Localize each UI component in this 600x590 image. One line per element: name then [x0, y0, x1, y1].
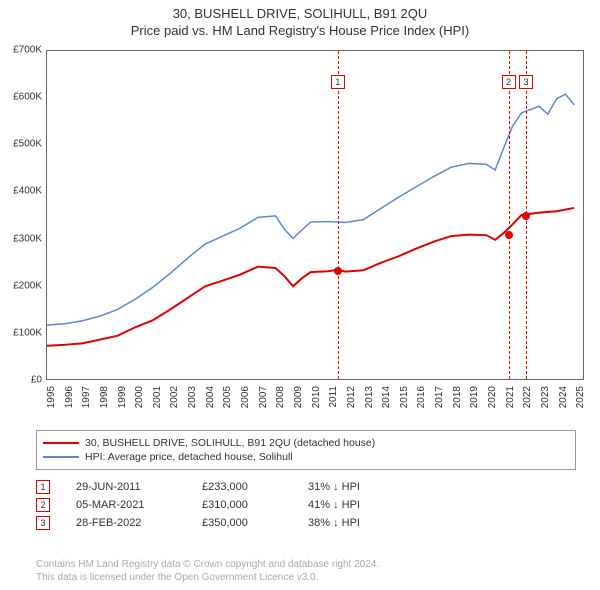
chart-title: 30, BUSHELL DRIVE, SOLIHULL, B91 2QU: [0, 6, 600, 21]
x-tick-label: 2006: [240, 386, 251, 408]
x-tick-label: 2009: [293, 386, 304, 408]
sale-marker-box-2: 2: [502, 75, 516, 89]
sale-row-marker: 2: [36, 498, 50, 512]
x-tick-label: 1995: [46, 386, 57, 408]
sale-vline-2: [509, 51, 510, 379]
legend-swatch: [43, 442, 79, 444]
sale-row-marker: 3: [36, 516, 50, 530]
legend-row: 30, BUSHELL DRIVE, SOLIHULL, B91 2QU (de…: [43, 437, 569, 449]
x-tick-label: 2000: [134, 386, 145, 408]
sale-dot-3: [522, 212, 530, 220]
y-tick-label: £300K: [13, 233, 42, 244]
x-tick-label: 2001: [152, 386, 163, 408]
y-tick-label: £700K: [13, 45, 42, 56]
y-tick-label: £500K: [13, 139, 42, 150]
y-axis: £0£100K£200K£300K£400K£500K£600K£700K: [0, 50, 46, 380]
x-tick-label: 2008: [275, 386, 286, 408]
sale-date: 28-FEB-2022: [76, 517, 176, 529]
sale-date: 29-JUN-2011: [76, 481, 176, 493]
sale-row: 2 05-MAR-2021 £310,000 41% ↓ HPI: [36, 498, 576, 512]
x-tick-label: 2020: [487, 386, 498, 408]
x-tick-label: 1999: [117, 386, 128, 408]
sale-price: £310,000: [202, 499, 282, 511]
y-tick-label: £200K: [13, 280, 42, 291]
legend-label: 30, BUSHELL DRIVE, SOLIHULL, B91 2QU (de…: [85, 437, 375, 449]
plot-area: 1 23: [46, 50, 584, 380]
sale-row: 3 28-FEB-2022 £350,000 38% ↓ HPI: [36, 516, 576, 530]
x-tick-label: 2017: [434, 386, 445, 408]
y-tick-label: £100K: [13, 327, 42, 338]
sale-price: £350,000: [202, 517, 282, 529]
x-tick-label: 1997: [81, 386, 92, 408]
sale-marker-box-1: 1: [331, 75, 345, 89]
sales-table: 1 29-JUN-2011 £233,000 31% ↓ HPI 2 05-MAR-202…: [36, 476, 576, 534]
x-tick-label: 2010: [311, 386, 322, 408]
sale-date: 05-MAR-2021: [76, 499, 176, 511]
y-tick-label: £400K: [13, 186, 42, 197]
sale-vline-1: [338, 51, 339, 379]
x-tick-label: 2023: [540, 386, 551, 408]
x-tick-label: 2019: [469, 386, 480, 408]
chart-svg: [47, 51, 583, 379]
series-line-hpi: [47, 94, 574, 325]
series-legend: 30, BUSHELL DRIVE, SOLIHULL, B91 2QU (de…: [36, 430, 576, 470]
x-tick-label: 2024: [558, 386, 569, 408]
x-tick-label: 1998: [99, 386, 110, 408]
x-tick-label: 1996: [64, 386, 75, 408]
sale-dot-1: [334, 267, 342, 275]
x-tick-label: 2012: [346, 386, 357, 408]
footer-line-2: This data is licensed under the Open Gov…: [36, 571, 576, 584]
legend-row: HPI: Average price, detached house, Soli…: [43, 451, 569, 463]
chart-subtitle: Price paid vs. HM Land Registry's House …: [0, 23, 600, 38]
x-tick-label: 2004: [205, 386, 216, 408]
x-tick-label: 2015: [399, 386, 410, 408]
sale-diff: 31% ↓ HPI: [308, 481, 408, 493]
x-tick-label: 2002: [169, 386, 180, 408]
legend-label: HPI: Average price, detached house, Soli…: [85, 451, 293, 463]
x-tick-label: 2005: [222, 386, 233, 408]
sale-row: 1 29-JUN-2011 £233,000 31% ↓ HPI: [36, 480, 576, 494]
title-block: 30, BUSHELL DRIVE, SOLIHULL, B91 2QU Pri…: [0, 0, 600, 38]
x-tick-label: 2011: [328, 386, 339, 408]
sale-row-marker: 1: [36, 480, 50, 494]
x-tick-label: 2014: [381, 386, 392, 408]
y-tick-label: £600K: [13, 92, 42, 103]
series-line-price_paid: [47, 208, 574, 346]
x-tick-label: 2013: [364, 386, 375, 408]
attribution-footer: Contains HM Land Registry data © Crown c…: [36, 558, 576, 584]
x-tick-label: 2021: [505, 386, 516, 408]
sale-diff: 38% ↓ HPI: [308, 517, 408, 529]
x-axis: 1995 1996 1997 1998 1999 2000 2001 2002 2003 2004…: [46, 380, 584, 430]
sale-diff: 41% ↓ HPI: [308, 499, 408, 511]
sale-marker-box-3: 3: [519, 75, 533, 89]
sale-price: £233,000: [202, 481, 282, 493]
chart-container: 30, BUSHELL DRIVE, SOLIHULL, B91 2QU Pri…: [0, 0, 600, 590]
x-tick-label: 2003: [187, 386, 198, 408]
x-tick-label: 2016: [416, 386, 427, 408]
legend-swatch: [43, 456, 79, 458]
y-tick-label: £0: [31, 375, 42, 386]
x-tick-label: 2025: [575, 386, 586, 408]
x-tick-label: 2022: [522, 386, 533, 408]
footer-line-1: Contains HM Land Registry data © Crown c…: [36, 558, 576, 571]
x-tick-label: 2007: [258, 386, 269, 408]
x-tick-label: 2018: [452, 386, 463, 408]
sale-dot-2: [505, 231, 513, 239]
